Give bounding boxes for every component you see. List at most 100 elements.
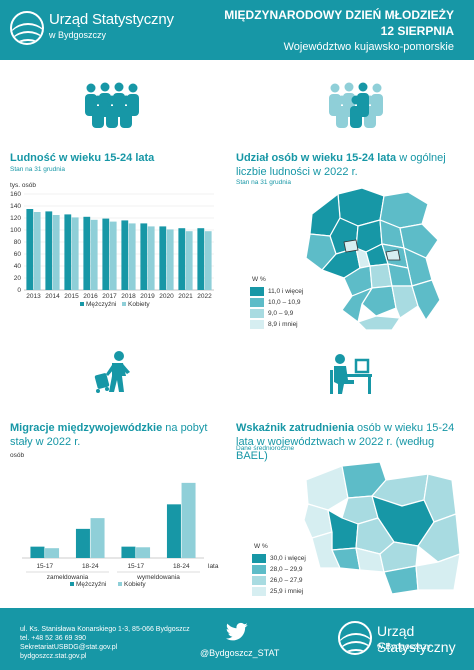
legend-label: Mężczyźni <box>86 301 116 308</box>
x-tick-label: 2015 <box>64 293 79 300</box>
footer-phone: tel. +48 52 36 69 390 <box>20 635 86 642</box>
bar-women <box>33 212 41 290</box>
x-tick-label: 2018 <box>121 293 136 300</box>
legend-label: Kobiety <box>128 301 150 308</box>
employment-legend: W % 30,0 i więcej 28,0 – 29,9 26,0 – 27,… <box>252 543 306 597</box>
bar-women <box>147 226 155 290</box>
x-tick-label: 2017 <box>102 293 117 300</box>
city-bydgoszcz <box>343 239 359 253</box>
bar-men <box>83 216 91 290</box>
bar-men <box>140 223 148 290</box>
legend-item: 9,0 – 9,9 <box>250 308 303 319</box>
legend-label: Mężczyźni <box>76 581 106 588</box>
y-tick-label: 120 <box>10 215 21 222</box>
legend-swatch <box>118 582 122 586</box>
bar-women <box>204 231 212 290</box>
logo-title: Urząd Statystyczny <box>49 11 174 28</box>
logo-circle-icon <box>10 11 44 45</box>
employment-title: Wskaźnik zatrudnienia osób w wieku 15-24… <box>236 422 455 462</box>
population-chart: tys. osób 0 20 40 60 80 100 120 140 160 2013 2014 20… <box>10 182 214 308</box>
legend-header: W % <box>254 543 268 550</box>
bar-men <box>45 211 53 290</box>
legend-item: 25,9 i mniej <box>252 586 306 597</box>
bar-men <box>75 528 90 558</box>
x-tick-label: 2021 <box>178 293 193 300</box>
bar-men <box>102 218 110 290</box>
bar-women <box>71 217 79 290</box>
legend-swatch <box>80 302 84 306</box>
y-axis-label: osób <box>10 452 24 459</box>
poland-voivodeships-map <box>303 461 461 595</box>
twitter-handle[interactable]: @Bydgoszcz_STAT <box>200 648 280 658</box>
y-tick-label: 140 <box>10 203 21 210</box>
header-title: MIĘDZYNARODOWY DZIEŃ MŁODZIEŻY <box>224 8 454 22</box>
x-tick-label: 2014 <box>45 293 60 300</box>
bar-women <box>90 518 105 558</box>
group-label: wymeldowania <box>136 574 180 581</box>
header-region: Województwo kujawsko-pomorskie <box>283 41 454 53</box>
bar-women <box>181 482 196 558</box>
bar-men <box>178 228 186 290</box>
migration-chart: osób 15-17 18-24 15-17 18-24 zameldowania wyme… <box>10 452 219 588</box>
y-axis-label: tys. osób <box>10 182 36 189</box>
traveler-with-suitcase-icon <box>94 351 130 393</box>
header-date: 12 SIERPNIA <box>380 24 454 38</box>
county-region <box>391 285 419 319</box>
county-region <box>341 287 373 323</box>
bar-men <box>26 209 34 290</box>
bar-men <box>197 228 205 290</box>
share-legend: W % 11,0 i więcej 10,0 – 10,9 9,0 – 9,9 … <box>250 276 303 330</box>
county-region <box>357 315 401 331</box>
person-at-desk-icon <box>330 354 372 394</box>
y-tick-label: 100 <box>10 227 21 234</box>
bar-men <box>159 226 167 290</box>
county-region <box>411 279 441 321</box>
bar-men <box>30 546 45 558</box>
legend-item: 10,0 – 10,9 <box>250 297 303 308</box>
footer-logo-subtitle: w Bydgoszczy <box>377 641 431 651</box>
population-subtitle: Stan na 31 grudnia <box>10 166 65 173</box>
footer-bar: ul. Ks. Stanisława Konarskiego 1-3, 85-0… <box>0 608 474 670</box>
legend-item: 28,0 – 29,9 <box>252 564 306 575</box>
logo-circle-icon <box>338 621 372 655</box>
bar-women <box>185 231 193 290</box>
legend-swatch <box>122 302 126 306</box>
x-unit-label: lata <box>208 563 219 570</box>
voivodeship-region <box>415 553 461 591</box>
bar-women <box>109 221 117 290</box>
footer-website[interactable]: bydgoszcz.stat.gov.pl <box>20 653 87 660</box>
x-tick-label: 15-17 <box>36 563 53 570</box>
y-tick-label: 20 <box>14 275 22 282</box>
migration-title: Migracje międzywojewódzkie na pobyt stał… <box>10 422 208 448</box>
x-tick-label: 18-24 <box>173 563 190 570</box>
share-title: Udział osób w wieku 15-24 lata w ogólnej… <box>236 152 446 178</box>
share-subtitle: Stan na 31 grudnia <box>236 179 291 186</box>
footer-email[interactable]: SekretariatUSBDG@stat.gov.pl <box>20 644 118 651</box>
x-tick-label: 18-24 <box>82 563 99 570</box>
population-title: Ludność w wieku 15-24 lata <box>10 152 155 164</box>
people-group-icon <box>85 82 139 128</box>
legend-item: 30,0 i więcej <box>252 553 306 564</box>
bar-men <box>121 220 129 290</box>
bar-women <box>128 223 136 290</box>
voivodeship-region <box>379 541 419 573</box>
bar-women <box>45 548 60 558</box>
bar-women <box>90 219 98 290</box>
y-tick-label: 40 <box>14 263 22 270</box>
county-region <box>399 223 439 259</box>
bar-men <box>166 504 181 558</box>
logo-subtitle: w Bydgoszczy <box>49 30 107 40</box>
legend-item: 8,9 i mniej <box>250 319 303 330</box>
footer-logo-title: Urząd Statystyczny <box>377 623 456 655</box>
footer-street: ul. Ks. Stanisława Konarskiego 1-3, 85-0… <box>20 626 190 633</box>
x-tick-label: 2020 <box>159 293 174 300</box>
y-tick-label: 60 <box>14 251 22 258</box>
x-tick-label: 2016 <box>83 293 98 300</box>
legend-swatch <box>70 582 74 586</box>
kujawsko-pomorskie-map <box>305 187 441 331</box>
voivodeship-region <box>305 465 349 511</box>
legend-item: 11,0 i więcej <box>250 286 303 297</box>
twitter-bird-icon[interactable] <box>226 622 248 642</box>
header-bar: Urząd Statystyczny w Bydgoszczy MIĘDZYNA… <box>0 0 474 60</box>
x-tick-label: 2013 <box>26 293 41 300</box>
